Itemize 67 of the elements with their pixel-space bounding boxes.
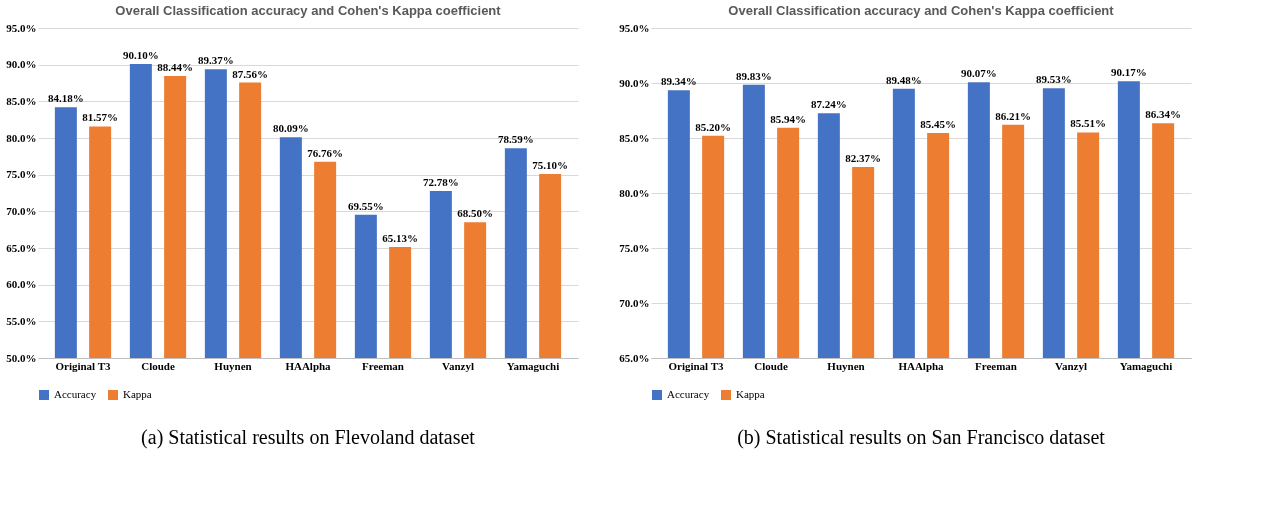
legend-label: Kappa — [123, 388, 152, 400]
x-tick-label: Huynen — [214, 359, 252, 372]
legend-label: Kappa — [736, 388, 765, 400]
y-tick-label: 65.0% — [6, 241, 37, 254]
text: (b) Statistical results on San Francisco dataset — [737, 426, 1106, 449]
chart-title: Overall Classification accuracy and Cohen's Kappa coefficient — [115, 3, 502, 18]
y-tick-label: 85.0% — [6, 94, 37, 107]
y-tick-label: 55.0% — [6, 314, 37, 327]
y-tick-label: 90.0% — [619, 76, 650, 89]
data-label: 85.45% — [920, 118, 957, 131]
data-label: 75.10% — [532, 158, 569, 171]
data-label: 68.50% — [457, 207, 494, 220]
data-label: 87.56% — [232, 67, 269, 80]
data-label: 85.51% — [1070, 117, 1107, 130]
y-tick-label: 95.0% — [6, 21, 37, 34]
legend-label: Accuracy — [667, 388, 710, 400]
data-label: 88.44% — [157, 61, 194, 74]
x-tick-label: Cloude — [754, 359, 788, 372]
y-tick-label: 90.0% — [6, 58, 37, 71]
x-tick-label: Freeman — [362, 359, 404, 372]
text: (a) Statistical results on Flevoland dataset — [141, 426, 476, 449]
y-tick-label: 70.0% — [6, 204, 37, 217]
chart-title: Overall Classification accuracy and Cohen's Kappa coefficient — [728, 3, 1115, 18]
y-tick-label: 60.0% — [6, 278, 37, 291]
x-tick-label: Original T3 — [55, 359, 112, 372]
y-tick-label: 85.0% — [619, 131, 650, 144]
data-label: 84.18% — [47, 92, 84, 105]
y-tick-label: 50.0% — [6, 351, 37, 364]
y-tick-label: 80.0% — [6, 131, 37, 144]
data-label: 90.10% — [122, 48, 159, 61]
data-label: 80.09% — [272, 122, 309, 135]
data-label: 90.17% — [1110, 66, 1147, 79]
data-label: 76.76% — [307, 146, 344, 159]
data-label: 89.53% — [1035, 73, 1072, 86]
data-label: 69.55% — [347, 199, 384, 212]
data-label: 81.57% — [82, 111, 119, 124]
x-tick-label: Yamaguchi — [1119, 359, 1173, 372]
x-tick-label: Original T3 — [668, 359, 725, 372]
y-tick-label: 75.0% — [6, 168, 37, 181]
x-tick-label: HAAlpha — [898, 359, 945, 372]
data-label: 89.37% — [197, 54, 234, 67]
data-label: 86.21% — [995, 109, 1032, 122]
y-tick-label: 95.0% — [619, 21, 650, 34]
data-label: 72.78% — [422, 175, 459, 188]
data-label: 85.94% — [770, 112, 807, 125]
y-tick-label: 65.0% — [619, 351, 650, 364]
x-tick-label: Cloude — [141, 359, 175, 372]
x-tick-label: Freeman — [975, 359, 1017, 372]
x-tick-label: Huynen — [827, 359, 865, 372]
x-tick-label: Vanzyl — [442, 359, 474, 372]
legend-label: Accuracy — [54, 388, 97, 400]
data-label: 89.83% — [735, 69, 772, 82]
data-label: 78.59% — [497, 133, 534, 146]
y-tick-label: 75.0% — [619, 241, 650, 254]
y-tick-label: 80.0% — [619, 186, 650, 199]
data-label: 89.34% — [660, 75, 697, 88]
data-label: 87.24% — [810, 98, 847, 111]
data-label: 82.37% — [845, 151, 882, 164]
x-tick-label: Yamaguchi — [506, 359, 560, 372]
x-tick-label: Vanzyl — [1055, 359, 1087, 372]
data-label: 65.13% — [382, 232, 419, 245]
data-label: 85.20% — [695, 120, 732, 133]
y-tick-label: 70.0% — [619, 296, 650, 309]
data-label: 90.07% — [960, 67, 997, 80]
data-label: 89.48% — [885, 73, 922, 86]
data-label: 86.34% — [1145, 108, 1182, 121]
x-tick-label: HAAlpha — [285, 359, 332, 372]
